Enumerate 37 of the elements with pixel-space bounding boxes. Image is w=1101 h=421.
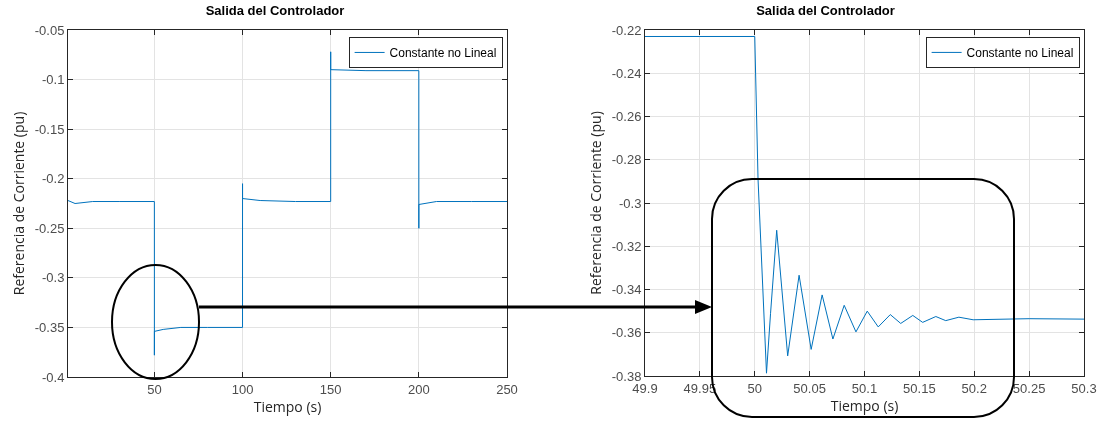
x-tick-label: 150 (319, 381, 342, 397)
line-series (645, 35, 1084, 374)
y-tick-label: -0.32 (611, 238, 642, 254)
y-axis-title: Referencia de Corriente (pu) (9, 111, 29, 296)
y-tick-label: -0.3 (41, 270, 65, 286)
y-tick-label: -0.3 (618, 195, 642, 211)
y-tick-label: -0.28 (611, 152, 642, 168)
x-tick-label: 50.25 (1012, 380, 1046, 396)
x-tick-label: 250 (496, 381, 518, 397)
chart-title: Salida del Controlador (205, 3, 345, 19)
x-tick-label: 200 (408, 381, 430, 397)
y-tick-label: -0.36 (611, 325, 642, 341)
y-tick-label: -0.22 (611, 22, 642, 38)
x-tick-label: 50.15 (903, 380, 936, 396)
legend-label: Constante no Lineal (966, 46, 1074, 61)
y-tick-label: -0.15 (34, 121, 65, 137)
x-tick-label: 50.3 (1071, 380, 1097, 396)
y-tick-label: -0.26 (611, 109, 642, 125)
x-tick-label: 100 (231, 381, 254, 397)
y-tick-label: -0.4 (41, 369, 65, 385)
x-tick-label: 50 (747, 380, 762, 396)
y-tick-label: -0.2 (41, 171, 65, 187)
y-tick-label: -0.34 (611, 282, 642, 298)
x-tick-label: 50 (147, 381, 162, 397)
x-tick-label: 50.05 (793, 380, 826, 396)
x-axis-title: Tiempo (s) (830, 395, 899, 415)
y-tick-label: -0.25 (34, 220, 65, 236)
x-tick-label: 50.1 (851, 380, 878, 396)
y-axis-title: Referencia de Corriente (pu) (586, 111, 606, 295)
y-tick-label: -0.24 (611, 65, 642, 81)
legend-label: Constante no Lineal (389, 46, 497, 61)
y-tick-label: -0.35 (34, 319, 65, 335)
chart-title: Salida del Controlador (756, 3, 895, 19)
x-axis-title: Tiempo (s) (253, 396, 322, 416)
y-tick-label: -0.1 (41, 72, 65, 88)
x-tick-label: 50.2 (961, 380, 987, 396)
y-tick-label: -0.05 (34, 22, 65, 38)
